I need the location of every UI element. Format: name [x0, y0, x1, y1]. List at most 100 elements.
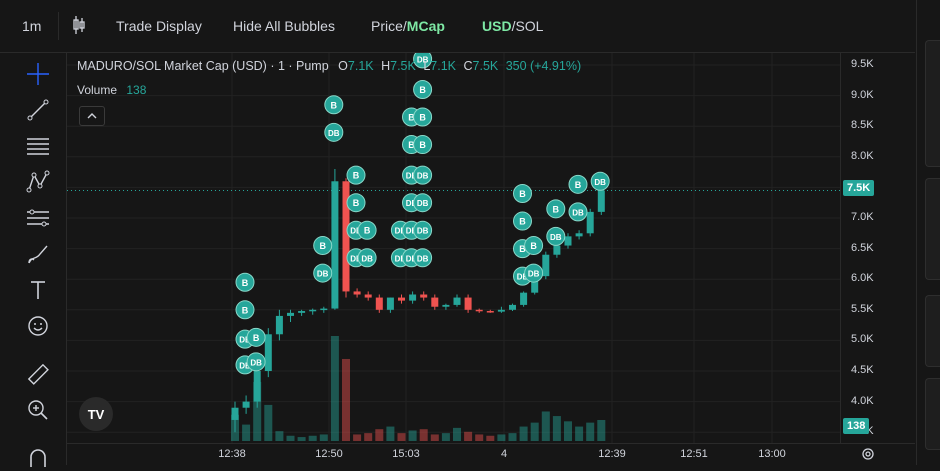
trade-bubble-label: B — [364, 226, 371, 236]
trade-bubble — [413, 135, 433, 155]
price-chart[interactable]: BBDBDBBDBBDBBDBBBDBDBBDBDBDBBBDBDBDBDBDB… — [67, 53, 840, 443]
trade-bubble — [524, 236, 544, 256]
trade-bubble-label: DB — [328, 129, 340, 138]
trade-bubble — [346, 193, 366, 213]
legend-high-label: H — [381, 59, 391, 73]
candle-body — [298, 311, 306, 313]
trade-display-button[interactable]: Trade Display — [116, 18, 202, 34]
price-tick-label: 5.0K — [851, 333, 874, 346]
last-price-tag: 7.5K — [843, 180, 875, 196]
candle-body — [342, 181, 350, 292]
trade-bubble — [413, 220, 433, 240]
time-tick-label: 4 — [500, 448, 508, 460]
trade-bubble-label: B — [408, 113, 415, 123]
volume-bar — [430, 434, 439, 441]
volume-legend: Volume 138 — [77, 83, 146, 97]
trade-bubble — [513, 211, 532, 231]
volume-bar — [275, 431, 284, 441]
legend-change: 350 (+4.91%) — [505, 59, 582, 73]
price-tick-label: 4.5K — [851, 364, 874, 376]
hide-bubbles-button[interactable]: Hide All Bubbles — [233, 18, 335, 34]
volume-bar — [330, 336, 339, 441]
time-axis[interactable]: 12:38 12:50 15:03 4 12:39 12:51 13:00 — [67, 443, 915, 466]
volume-bar — [397, 433, 406, 441]
zoom-in-icon[interactable] — [24, 396, 52, 424]
trade-bubble — [313, 236, 333, 256]
brush-icon[interactable] — [24, 240, 52, 268]
volume-bar — [541, 411, 550, 441]
trade-bubble-label: DB — [317, 270, 329, 279]
tradingview-logo[interactable]: TV — [79, 397, 113, 431]
candle-body — [409, 294, 417, 301]
candle-body — [442, 304, 450, 307]
fib-lines-icon[interactable] — [24, 132, 52, 160]
price-tick-label: 5.5K — [851, 302, 874, 315]
mcap-label: MCap — [406, 18, 445, 34]
text-icon[interactable] — [24, 276, 52, 304]
trade-bubble — [324, 95, 344, 115]
volume-label: Volume — [77, 83, 118, 97]
crosshair-icon[interactable] — [24, 60, 52, 88]
projection-icon[interactable] — [24, 204, 52, 232]
right-widget-1[interactable] — [925, 40, 940, 167]
trade-bubble — [413, 248, 433, 268]
right-widget-2[interactable] — [925, 178, 940, 280]
candle-body — [287, 312, 294, 316]
magnet-icon[interactable] — [24, 443, 52, 471]
trade-bubble-label: DB — [361, 254, 373, 263]
trade-bubble-label: B — [519, 244, 526, 254]
candle-body — [453, 297, 461, 305]
volume-bar — [386, 426, 395, 441]
trade-bubble-label: B — [519, 189, 526, 199]
sol-label: /SOL — [511, 18, 544, 34]
candle-body — [331, 181, 339, 309]
trade-bubble-label: DB — [417, 254, 429, 263]
trade-bubble-label: B — [253, 333, 260, 343]
volume-bar — [286, 435, 295, 441]
interval-button[interactable]: 1m — [22, 18, 42, 34]
candle-body — [375, 297, 383, 310]
trade-bubble-label: DB — [517, 273, 529, 282]
volume-bar — [375, 429, 384, 441]
emoji-icon[interactable] — [24, 312, 52, 340]
trade-bubble-label: DB — [550, 233, 562, 242]
time-tick-label: 12:39 — [598, 448, 626, 460]
trade-bubble-label: DB — [572, 208, 584, 217]
candle-body — [553, 245, 561, 255]
trade-bubble-label: B — [519, 217, 526, 227]
legend-close-label: C — [463, 59, 473, 73]
trade-bubble-label: B — [242, 278, 249, 288]
price-mcap-toggle[interactable]: Price/MCap — [371, 18, 445, 34]
trade-bubble-label: DB — [417, 55, 429, 64]
trade-bubble-label: B — [408, 140, 415, 150]
trade-bubble — [513, 184, 532, 204]
pattern-icon[interactable] — [24, 168, 52, 196]
trade-bubble-label: DB — [417, 199, 429, 208]
candle-body — [497, 309, 505, 312]
trade-bubble — [324, 122, 344, 142]
price-tick-label: 6.5K — [851, 241, 874, 254]
drawing-toolbar — [0, 53, 67, 467]
price-tick-label: 4.0K — [851, 394, 874, 407]
time-tick-label: 12:38 — [218, 448, 246, 460]
trend-line-icon[interactable] — [24, 96, 52, 124]
price-axis[interactable]: 9.5K 9.0K 8.5K 8.0K 7.5K 7.0K 6.5K 6.0K 5.5K 5.0K… — [840, 53, 916, 443]
ruler-icon[interactable] — [24, 360, 52, 388]
legend-open: 7.1K — [347, 59, 374, 73]
candle-body — [253, 371, 261, 402]
collapse-legend-button[interactable] — [79, 106, 105, 126]
volume-bar — [519, 426, 528, 441]
right-widget-4[interactable] — [925, 378, 940, 450]
top-toolbar: 1m Trade Display Hide All Bubbles Price/… — [0, 0, 915, 53]
trade-bubble — [546, 199, 566, 219]
trade-bubble-label: DB — [406, 254, 418, 263]
volume-bar — [253, 381, 262, 441]
chevron-up-icon — [87, 113, 97, 119]
trade-bubble-label: DB — [406, 227, 418, 236]
settings-gear-icon[interactable] — [861, 447, 875, 466]
usd-sol-toggle[interactable]: USD/SOL — [482, 18, 543, 34]
right-widget-3[interactable] — [925, 295, 940, 367]
trade-bubble — [413, 193, 433, 213]
candles-icon[interactable] — [72, 15, 86, 38]
volume-bar — [464, 431, 473, 441]
